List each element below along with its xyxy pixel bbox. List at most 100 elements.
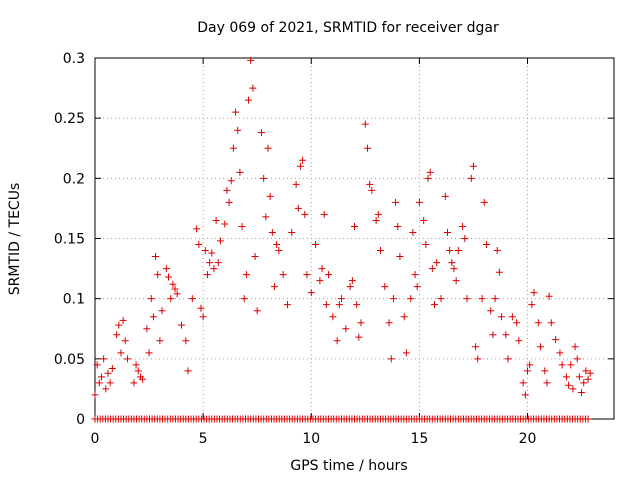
data-point xyxy=(100,355,108,363)
data-point xyxy=(443,228,451,236)
y-tick-label: 0.2 xyxy=(63,171,85,187)
y-tick-label: 0.3 xyxy=(63,51,85,67)
data-point xyxy=(195,241,203,249)
data-point xyxy=(242,271,250,279)
data-point xyxy=(342,325,350,333)
data-point xyxy=(346,283,354,291)
data-point xyxy=(578,389,586,397)
data-point xyxy=(547,319,555,327)
x-tick-label: 15 xyxy=(410,431,428,447)
data-point xyxy=(437,295,445,303)
data-point xyxy=(102,385,110,393)
data-point xyxy=(482,241,490,249)
data-point xyxy=(491,295,499,303)
data-point xyxy=(463,295,471,303)
data-point xyxy=(229,144,237,152)
x-axis-label: GPS time / hours xyxy=(290,458,407,474)
data-point xyxy=(584,415,592,423)
data-point xyxy=(95,379,103,387)
data-point xyxy=(301,210,309,218)
data-point xyxy=(355,333,363,341)
data-point xyxy=(372,216,380,224)
data-point xyxy=(385,319,393,327)
data-point xyxy=(117,349,125,357)
chart-title: Day 069 of 2021, SRMTID for receiver dga… xyxy=(197,20,499,36)
data-point xyxy=(123,355,131,363)
data-point xyxy=(206,259,214,267)
data-point xyxy=(173,290,181,298)
data-point xyxy=(489,331,497,339)
data-point xyxy=(258,129,266,137)
data-point xyxy=(115,321,123,329)
data-point xyxy=(325,271,333,279)
data-point xyxy=(145,349,153,357)
data-point xyxy=(407,295,415,303)
data-point xyxy=(156,337,164,345)
data-point xyxy=(97,373,105,381)
data-point xyxy=(197,304,205,312)
data-point xyxy=(402,349,410,357)
data-point xyxy=(461,235,469,242)
data-point xyxy=(422,241,430,249)
y-tick-labels: 0 0.05 0.1 0.15 0.2 0.25 0.3 xyxy=(54,51,85,428)
data-point xyxy=(149,313,157,321)
data-point xyxy=(534,319,542,327)
data-point xyxy=(575,373,583,381)
data-point xyxy=(273,241,281,249)
data-point xyxy=(214,259,222,267)
data-point xyxy=(121,337,129,345)
data-point xyxy=(450,265,458,273)
data-point xyxy=(299,156,307,164)
data-point xyxy=(251,253,259,261)
data-point xyxy=(363,144,371,152)
data-point xyxy=(387,355,395,363)
data-point xyxy=(469,162,477,170)
data-point xyxy=(162,265,170,273)
data-point xyxy=(569,385,577,393)
data-point xyxy=(253,307,261,315)
data-point xyxy=(573,355,581,363)
plot-frame xyxy=(94,57,615,420)
data-point xyxy=(106,379,114,387)
data-point xyxy=(338,295,346,303)
data-point xyxy=(584,375,592,383)
data-point xyxy=(316,277,324,285)
data-point xyxy=(409,228,417,236)
data-point xyxy=(318,265,326,273)
y-tick-label: 0.25 xyxy=(54,111,85,127)
data-point xyxy=(247,56,255,64)
data-point xyxy=(234,126,242,134)
data-point xyxy=(474,355,482,363)
data-point xyxy=(368,186,376,194)
data-point xyxy=(158,307,166,315)
data-point xyxy=(515,337,523,345)
data-point xyxy=(381,283,389,291)
data-point xyxy=(312,241,320,249)
data-point xyxy=(376,247,384,255)
data-point xyxy=(203,271,211,279)
data-point xyxy=(426,168,434,176)
data-point xyxy=(329,313,337,321)
data-point xyxy=(236,168,244,176)
data-point xyxy=(264,144,272,152)
data-point xyxy=(571,343,579,351)
data-point xyxy=(366,180,374,188)
data-point xyxy=(303,271,311,279)
data-point xyxy=(400,313,408,321)
data-point xyxy=(208,249,216,257)
data-point xyxy=(558,361,566,369)
data-point xyxy=(152,253,160,261)
data-point xyxy=(543,379,551,387)
data-point xyxy=(249,84,257,92)
data-point xyxy=(201,247,209,255)
data-marks xyxy=(91,56,594,423)
data-point xyxy=(238,222,246,230)
data-point xyxy=(225,198,233,206)
data-point xyxy=(223,186,231,194)
data-point xyxy=(428,265,436,273)
data-point xyxy=(374,210,382,218)
data-point xyxy=(270,283,278,291)
data-point xyxy=(210,265,218,273)
data-point xyxy=(452,277,460,285)
